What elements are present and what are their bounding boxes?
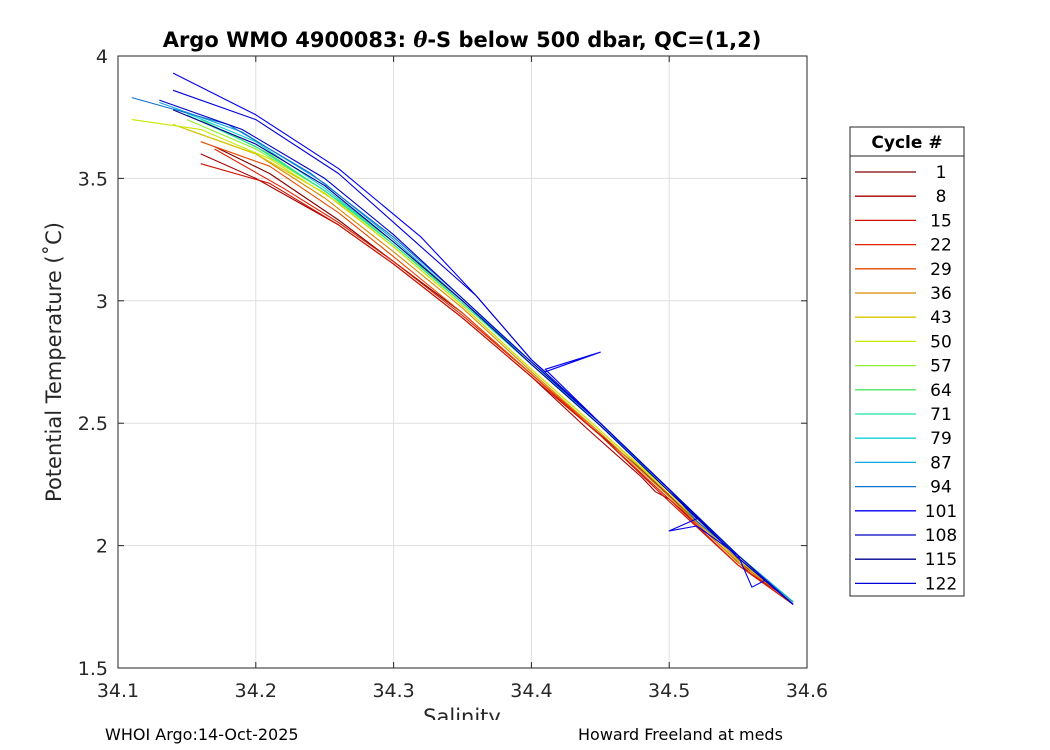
title-theta-symbol: θ	[413, 27, 427, 52]
x-tick-label: 34.1	[97, 680, 139, 702]
profile-line-cycle-115	[172, 109, 794, 605]
x-tick-label: 34.2	[235, 680, 277, 702]
legend-title: Cycle #	[871, 133, 942, 153]
y-axis-ticks: 1.5 2 2.5 3 3.5 4	[78, 46, 807, 680]
legend-entry-label: 71	[930, 405, 952, 425]
plot-frame	[117, 55, 808, 669]
y-tick-label: 2	[96, 536, 108, 558]
footer-credit-right: Howard Freeland at meds	[578, 725, 783, 744]
legend-items: 1 8 15 22 29 36 43 50 57 64 71 79 87 94 101 108 115 122	[855, 163, 957, 594]
title-suffix: -S below 500 dbar, QC=(1,2)	[427, 28, 761, 52]
profile-lines	[131, 72, 794, 605]
profile-line-cycle-22	[214, 148, 794, 605]
y-axis-label: Potential Temperature (˚C)	[42, 222, 66, 502]
title-prefix: Argo WMO 4900083:	[163, 28, 414, 52]
profile-line-cycle-108	[159, 99, 794, 605]
legend-entry-label: 94	[930, 478, 952, 498]
profile-line-cycle-36	[186, 128, 794, 603]
y-tick-label: 1.5	[78, 658, 108, 680]
footer-credit-left: WHOI Argo:14-Oct-2025	[105, 725, 299, 744]
theta-s-chart: Argo WMO 4900083: θ-S below 500 dbar, QC…	[42, 27, 965, 720]
legend-entry-label: 36	[930, 284, 952, 304]
chart-title: Argo WMO 4900083: θ-S below 500 dbar, QC…	[163, 27, 762, 52]
legend-entry-label: 115	[925, 550, 957, 570]
plot-area	[118, 56, 807, 668]
y-tick-label: 3	[96, 291, 108, 313]
legend-entry-label: 8	[936, 187, 947, 207]
x-tick-label: 34.3	[372, 680, 414, 702]
legend-entry-label: 122	[925, 574, 957, 594]
legend: Cycle # 1 8 15 22 29 36 43 50 57 64 71 79 87 94 101 108…	[849, 126, 965, 597]
x-tick-label: 34.5	[648, 680, 690, 702]
legend-entry-label: 79	[930, 429, 952, 449]
x-axis-label: Salinity	[423, 705, 501, 720]
legend-entry-label: 22	[930, 236, 952, 256]
legend-entry-label: 64	[930, 381, 952, 401]
legend-entry-label: 87	[930, 453, 952, 473]
x-axis-ticks: 34.1 34.2 34.3 34.4 34.5 34.6	[97, 56, 828, 702]
y-tick-label: 3.5	[78, 168, 108, 190]
legend-box	[849, 126, 965, 597]
legend-entry-label: 1	[936, 163, 947, 183]
x-tick-label: 34.4	[510, 680, 552, 702]
profile-line-cycle-122	[172, 89, 794, 605]
legend-entry-label: 43	[930, 308, 952, 328]
legend-entry-label: 15	[930, 211, 952, 231]
legend-entry-label: 101	[925, 502, 957, 522]
legend-entry-label: 29	[930, 260, 952, 280]
legend-entry-label: 57	[930, 357, 952, 377]
legend-entry-label: 108	[925, 526, 957, 546]
profile-line-cycle-15	[200, 163, 794, 603]
x-tick-label: 34.6	[786, 680, 828, 702]
y-tick-label: 2.5	[78, 413, 108, 435]
legend-entry-label: 50	[930, 332, 952, 352]
y-tick-label: 4	[96, 46, 108, 68]
